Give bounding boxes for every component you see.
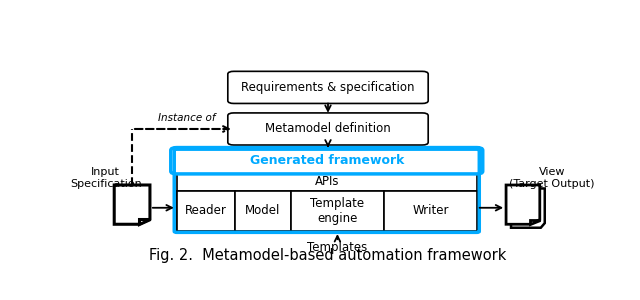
Bar bbox=[236, 191, 291, 231]
Text: Generated framework: Generated framework bbox=[250, 154, 404, 167]
Text: Metamodel definition: Metamodel definition bbox=[265, 122, 391, 136]
Bar bbox=[177, 191, 236, 231]
Text: Template
engine: Template engine bbox=[310, 197, 365, 225]
Bar bbox=[177, 172, 477, 191]
Text: Writer: Writer bbox=[412, 205, 449, 218]
Bar bbox=[384, 191, 477, 231]
Polygon shape bbox=[511, 188, 545, 228]
Polygon shape bbox=[114, 185, 150, 224]
Text: Reader: Reader bbox=[185, 205, 227, 218]
Text: Fig. 2.  Metamodel-based automation framework: Fig. 2. Metamodel-based automation frame… bbox=[149, 248, 507, 263]
Bar bbox=[291, 191, 384, 231]
Bar bbox=[177, 191, 477, 231]
Text: APIs: APIs bbox=[314, 175, 339, 188]
Polygon shape bbox=[530, 220, 540, 224]
Text: Instance of: Instance of bbox=[158, 113, 216, 123]
Polygon shape bbox=[139, 219, 150, 224]
Text: View
(Target Output): View (Target Output) bbox=[509, 167, 595, 189]
Text: Model: Model bbox=[245, 205, 281, 218]
FancyBboxPatch shape bbox=[228, 71, 428, 103]
FancyBboxPatch shape bbox=[171, 148, 483, 174]
Polygon shape bbox=[506, 185, 540, 224]
Text: Templates: Templates bbox=[307, 241, 367, 254]
Text: Requirements & specification: Requirements & specification bbox=[241, 81, 415, 94]
Text: Input
Specification: Input Specification bbox=[70, 167, 141, 189]
FancyBboxPatch shape bbox=[228, 113, 428, 145]
